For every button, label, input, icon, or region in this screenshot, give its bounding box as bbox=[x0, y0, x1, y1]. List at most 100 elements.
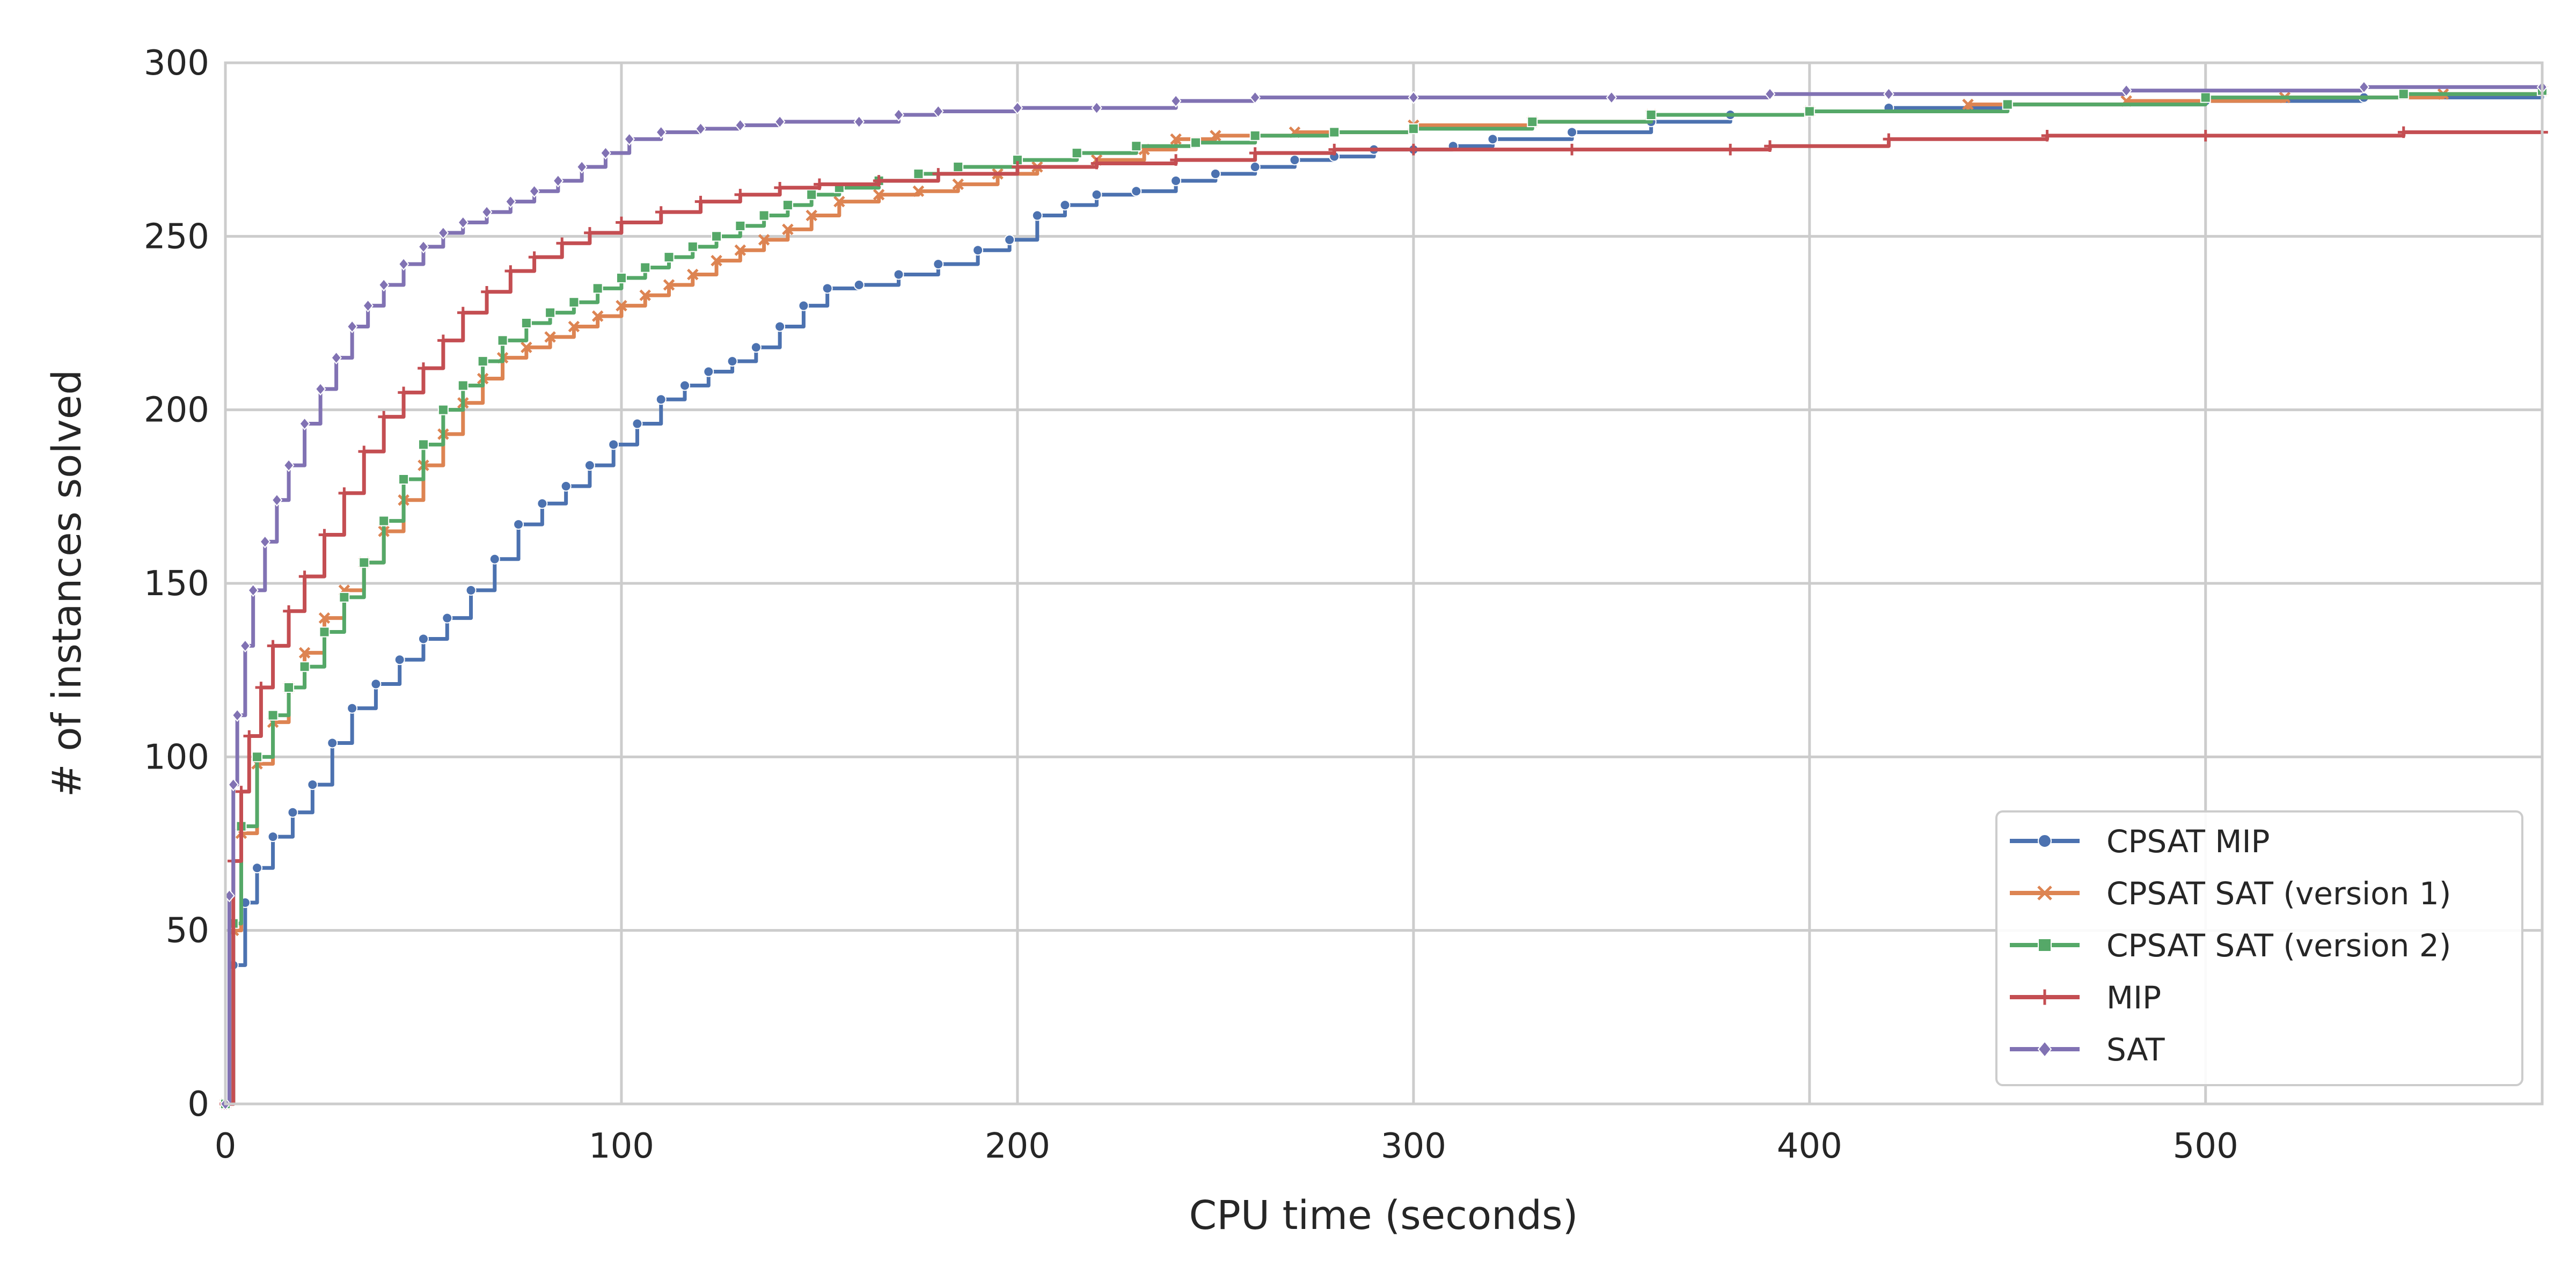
y-tick-label: 300 bbox=[144, 43, 209, 83]
data-point bbox=[758, 210, 770, 221]
x-tick-label: 400 bbox=[1777, 1126, 1842, 1166]
data-point bbox=[608, 439, 619, 450]
data-point bbox=[1249, 91, 1261, 105]
data-point bbox=[806, 189, 817, 200]
data-point bbox=[624, 132, 635, 146]
data-point bbox=[228, 778, 239, 792]
tick-labels: 0 100 200 300 400 500 0 50 100 150 200 250 300 bbox=[144, 43, 2238, 1166]
data-point bbox=[560, 480, 572, 492]
data-point bbox=[457, 380, 469, 391]
x-tick-label: 100 bbox=[589, 1126, 654, 1166]
data-point bbox=[331, 351, 342, 365]
data-point bbox=[267, 640, 279, 652]
data-point bbox=[457, 306, 469, 319]
data-point bbox=[358, 557, 370, 568]
data-point bbox=[695, 122, 706, 136]
data-point bbox=[362, 299, 374, 313]
data-point bbox=[2002, 99, 2013, 110]
data-point bbox=[370, 678, 382, 690]
data-point bbox=[584, 227, 596, 239]
data-point bbox=[545, 307, 556, 318]
data-point bbox=[231, 708, 243, 722]
data-point bbox=[1249, 162, 1261, 172]
data-point bbox=[1764, 87, 1776, 101]
data-point bbox=[398, 257, 409, 271]
data-point bbox=[314, 382, 326, 396]
data-point bbox=[528, 251, 540, 263]
data-point bbox=[1328, 143, 1341, 156]
data-point bbox=[758, 234, 770, 246]
data-point bbox=[734, 244, 747, 256]
data-point bbox=[1883, 87, 1894, 101]
data-point bbox=[398, 474, 409, 485]
data-point bbox=[283, 458, 295, 472]
data-point bbox=[283, 682, 295, 693]
data-point bbox=[568, 297, 580, 308]
legend-label: SAT bbox=[2106, 1031, 2165, 1068]
data-point bbox=[1883, 133, 1895, 145]
data-point bbox=[537, 498, 548, 509]
data-point bbox=[1408, 123, 1419, 134]
data-point bbox=[1170, 154, 1182, 166]
data-point bbox=[1190, 137, 1201, 148]
data-point bbox=[806, 209, 817, 222]
data-point bbox=[252, 862, 263, 874]
x-tick-label: 200 bbox=[985, 1126, 1050, 1166]
data-point bbox=[418, 633, 429, 645]
data-point bbox=[655, 125, 667, 139]
data-point bbox=[655, 394, 667, 405]
data-point bbox=[437, 404, 449, 415]
data-point bbox=[1764, 140, 1776, 152]
data-point bbox=[1567, 127, 1578, 138]
data-point bbox=[307, 779, 318, 791]
data-point bbox=[418, 240, 429, 254]
data-point bbox=[1408, 91, 1419, 105]
data-point bbox=[259, 535, 271, 548]
y-tick-label: 250 bbox=[144, 217, 209, 257]
data-point bbox=[853, 115, 865, 129]
data-point bbox=[687, 268, 699, 281]
legend-marker bbox=[2038, 938, 2052, 952]
data-point bbox=[655, 206, 667, 218]
data-point bbox=[616, 272, 627, 283]
data-point bbox=[822, 283, 833, 294]
data-point bbox=[600, 146, 611, 160]
data-point bbox=[774, 182, 786, 194]
data-point bbox=[703, 366, 714, 377]
data-point bbox=[338, 487, 350, 499]
data-point bbox=[1606, 91, 1618, 105]
data-point bbox=[318, 529, 331, 541]
data-point bbox=[640, 262, 651, 273]
data-point bbox=[505, 195, 516, 209]
y-tick-label: 200 bbox=[144, 391, 209, 430]
x-axis-title: CPU time (seconds) bbox=[1189, 1192, 1578, 1239]
plot-frame bbox=[224, 61, 2544, 1106]
data-point bbox=[893, 269, 904, 280]
data-point bbox=[932, 168, 945, 180]
data-point bbox=[252, 751, 263, 763]
data-point bbox=[1131, 186, 1142, 197]
data-point bbox=[378, 278, 390, 292]
x-tick-label: 0 bbox=[215, 1126, 237, 1166]
data-point bbox=[616, 299, 627, 312]
legend-item: CPSAT MIP bbox=[2010, 823, 2270, 860]
data-point bbox=[632, 418, 643, 429]
data-point bbox=[568, 320, 580, 333]
data-point bbox=[1059, 200, 1071, 211]
series-sat bbox=[219, 80, 2548, 1111]
data-point bbox=[552, 174, 564, 188]
data-point bbox=[255, 682, 267, 693]
data-point bbox=[521, 318, 532, 328]
legend-item: CPSAT SAT (version 2) bbox=[2010, 927, 2451, 964]
legend-marker bbox=[2037, 989, 2053, 1005]
data-point bbox=[271, 493, 283, 507]
data-point bbox=[481, 286, 493, 298]
data-point bbox=[346, 320, 358, 333]
data-point bbox=[2120, 84, 2132, 98]
data-point bbox=[513, 519, 524, 530]
data-point bbox=[235, 786, 247, 797]
data-point bbox=[247, 583, 259, 597]
data-point bbox=[1289, 155, 1300, 166]
data-point bbox=[457, 216, 469, 229]
